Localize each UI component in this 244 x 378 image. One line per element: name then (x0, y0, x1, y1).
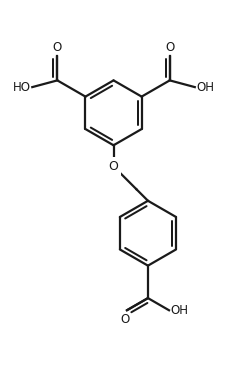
Text: HO: HO (13, 81, 31, 94)
Text: O: O (121, 313, 130, 325)
Text: OH: OH (170, 304, 188, 317)
Text: O: O (109, 160, 119, 173)
Text: O: O (53, 41, 62, 54)
Text: O: O (165, 41, 174, 54)
Text: OH: OH (196, 81, 214, 94)
